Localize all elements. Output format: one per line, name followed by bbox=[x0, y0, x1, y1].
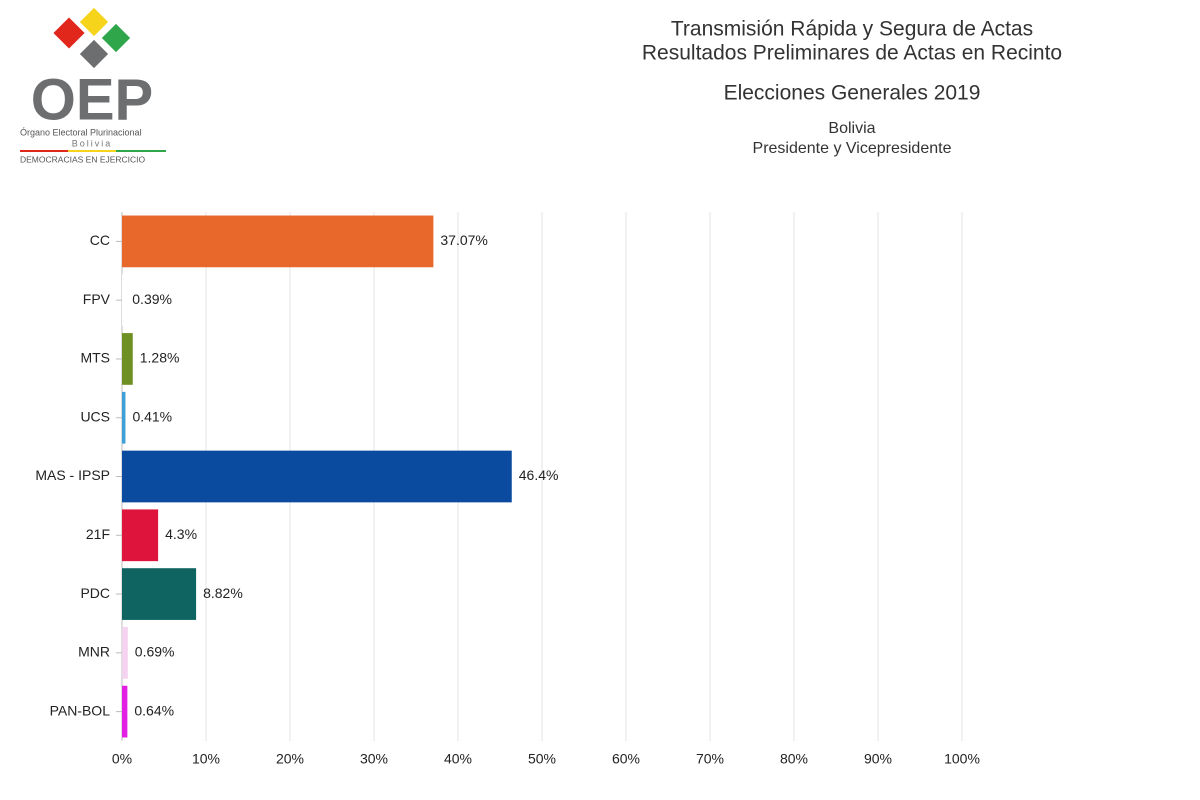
value-label: 37.07% bbox=[440, 232, 487, 248]
logo-country: Bolivia bbox=[72, 138, 113, 148]
bar bbox=[122, 274, 126, 327]
logo-acronym: OEP bbox=[31, 67, 154, 132]
logo-stripe bbox=[68, 150, 116, 152]
value-label: 1.28% bbox=[140, 350, 180, 366]
value-label: 0.69% bbox=[135, 644, 175, 660]
logo-shape bbox=[53, 17, 85, 49]
logo-shape bbox=[101, 23, 131, 53]
logo-shape bbox=[79, 39, 109, 69]
x-tick-label: 30% bbox=[360, 751, 388, 767]
y-tick-label: CC bbox=[90, 232, 110, 248]
y-tick-label: PAN-BOL bbox=[50, 702, 111, 718]
y-tick-label: MTS bbox=[80, 350, 110, 366]
bar bbox=[122, 685, 128, 738]
y-tick-label: FPV bbox=[83, 291, 111, 307]
logo-motto: DEMOCRACIAS EN EJERCICIO bbox=[20, 154, 146, 164]
bar bbox=[122, 333, 133, 385]
x-tick-label: 90% bbox=[864, 751, 892, 767]
x-tick-label: 60% bbox=[612, 751, 640, 767]
x-tick-label: 70% bbox=[696, 751, 724, 767]
bar bbox=[122, 215, 434, 268]
value-label: 46.4% bbox=[519, 467, 559, 483]
chart-subtitle: Resultados Preliminares de Actas en Reci… bbox=[642, 42, 1062, 65]
x-tick-label: 80% bbox=[780, 751, 808, 767]
x-tick-label: 20% bbox=[276, 751, 304, 767]
chart-office: Presidente y Vicepresidente bbox=[753, 140, 952, 157]
logo-stripe bbox=[20, 150, 68, 152]
x-tick-label: 100% bbox=[944, 751, 980, 767]
y-tick-label: 21F bbox=[86, 526, 110, 542]
chart-country: Bolivia bbox=[828, 120, 875, 137]
bar bbox=[122, 568, 197, 620]
logo: OEP Órgano Electoral Plurinacional Boliv… bbox=[20, 7, 166, 164]
chart-title: Transmisión Rápida y Segura de Actas bbox=[671, 18, 1033, 41]
x-tick-label: 10% bbox=[192, 751, 220, 767]
bar bbox=[122, 450, 512, 503]
value-label: 8.82% bbox=[203, 585, 243, 601]
bar bbox=[122, 626, 128, 679]
logo-shape bbox=[79, 7, 109, 37]
value-label: 0.39% bbox=[132, 291, 172, 307]
logo-name: Órgano Electoral Plurinacional bbox=[20, 127, 142, 137]
bar bbox=[122, 509, 159, 562]
x-tick-label: 50% bbox=[528, 751, 556, 767]
x-tick-label: 40% bbox=[444, 751, 472, 767]
value-label: 4.3% bbox=[165, 526, 197, 542]
bar bbox=[122, 391, 126, 444]
x-tick-label: 0% bbox=[112, 751, 132, 767]
y-tick-label: UCS bbox=[80, 408, 110, 424]
y-tick-label: MNR bbox=[78, 644, 110, 660]
y-tick-label: PDC bbox=[80, 585, 110, 601]
chart-election: Elecciones Generales 2019 bbox=[724, 82, 981, 105]
value-label: 0.41% bbox=[132, 408, 172, 424]
logo-stripe bbox=[116, 150, 166, 152]
value-label: 0.64% bbox=[134, 702, 174, 718]
y-tick-label: MAS - IPSP bbox=[35, 467, 110, 483]
